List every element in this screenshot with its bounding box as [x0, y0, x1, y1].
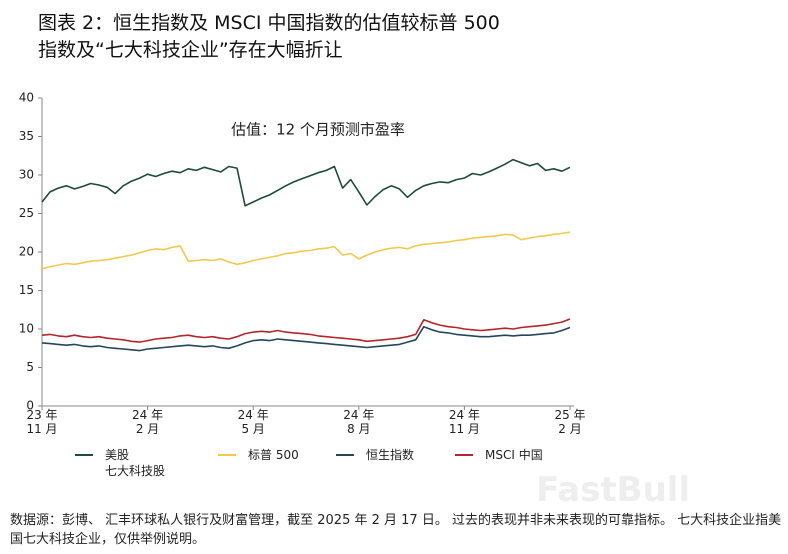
x-tick-label: 23 年 11 月 — [26, 408, 58, 436]
series-line — [41, 318, 571, 343]
chart-title: 图表 2：恒生指数及 MSCI 中国指数的估值较标普 500 指数及“七大科技企… — [38, 12, 500, 61]
x-tick-label: 25 年 2 月 — [554, 408, 586, 436]
y-tick-label: 30 — [19, 168, 34, 182]
y-tick-label: 15 — [19, 283, 34, 297]
annotation: 估值：12 个月预测市盈率 — [231, 121, 405, 139]
source-note: 数据源：彭博、 汇丰环球私人银行及财富管理，截至 2025 年 2 月 17 日… — [10, 513, 782, 547]
legend-label: MSCI 中国 — [485, 448, 543, 462]
x-tick-label: 24 年 8 月 — [343, 408, 375, 436]
y-tick-label: 40 — [19, 91, 34, 105]
y-tick-label: 35 — [19, 129, 34, 143]
x-tick-label: 24 年 5 月 — [237, 408, 269, 436]
legend-label: 美股 七大科技股 — [105, 448, 166, 478]
series-line — [41, 158, 571, 207]
x-tick-label: 24 年 2 月 — [132, 408, 164, 436]
y-tick-label: 5 — [26, 360, 34, 374]
series-line — [41, 325, 571, 352]
y-tick-label: 20 — [19, 245, 34, 259]
y-tick-label: 10 — [19, 322, 34, 336]
x-tick-label: 24 年 11 月 — [448, 408, 480, 436]
legend-label: 标普 500 — [248, 448, 299, 462]
legend-label: 恒生指数 — [366, 448, 415, 462]
watermark: FastBull — [536, 470, 691, 510]
series-line — [41, 231, 571, 270]
y-tick-label: 25 — [19, 206, 34, 220]
y-tick-label: 0 — [26, 399, 34, 413]
